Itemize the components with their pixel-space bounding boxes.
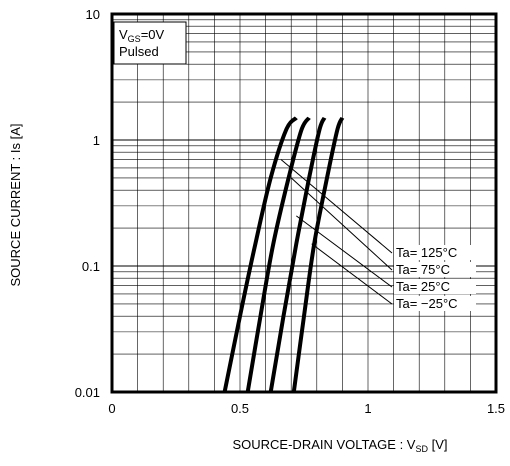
- x-tick-label: 1.5: [487, 401, 505, 416]
- curve-label-bg: [394, 262, 476, 277]
- curve-label: Ta= 75°C: [396, 262, 450, 277]
- condition-pulsed: Pulsed: [119, 44, 159, 59]
- curve-label-bg: [394, 245, 476, 260]
- series-curve-1: [222, 116, 298, 393]
- conditions-box: VGS=0V Pulsed: [113, 21, 187, 65]
- leader-line: [280, 159, 393, 254]
- curve-labels: Ta= 125°C Ta= 75°C Ta= 25°C Ta= −25°C: [394, 245, 476, 311]
- curve-label: Ta= 125°C: [396, 245, 457, 260]
- x-axis-title: SOURCE-DRAIN VOLTAGE : VSD [V]: [232, 437, 447, 454]
- plot-frame: [110, 12, 498, 394]
- y-tick-label: 1: [93, 133, 100, 148]
- leader-line: [296, 215, 393, 288]
- curve-label: Ta= 25°C: [396, 279, 450, 294]
- leader-line: [290, 177, 393, 271]
- curve-label-bg: [394, 279, 476, 294]
- x-tick-label: 0: [108, 401, 115, 416]
- series-curve-4: [291, 116, 345, 393]
- x-tick-label: 1: [364, 401, 371, 416]
- y-tick-label: 0.01: [75, 385, 100, 400]
- curve-label-bg: [394, 296, 476, 311]
- series-curve-3: [268, 116, 327, 393]
- x-tick-labels: 0 0.5 1 1.5: [108, 401, 505, 416]
- curve-label: Ta= −25°C: [396, 296, 458, 311]
- y-tick-labels: 0.01 0.1 1 10: [75, 7, 100, 400]
- condition-vgs: VGS=0V: [119, 27, 165, 44]
- leader-line: [311, 243, 393, 305]
- y-axis-title: SOURCE CURRENT : Is [A]: [8, 123, 23, 286]
- y-tick-label: 10: [86, 7, 100, 22]
- x-tick-label: 0.5: [231, 401, 249, 416]
- curves: [222, 116, 345, 393]
- y-tick-label: 0.1: [82, 259, 100, 274]
- leader-lines: [280, 159, 393, 305]
- series-curve-2: [245, 116, 311, 393]
